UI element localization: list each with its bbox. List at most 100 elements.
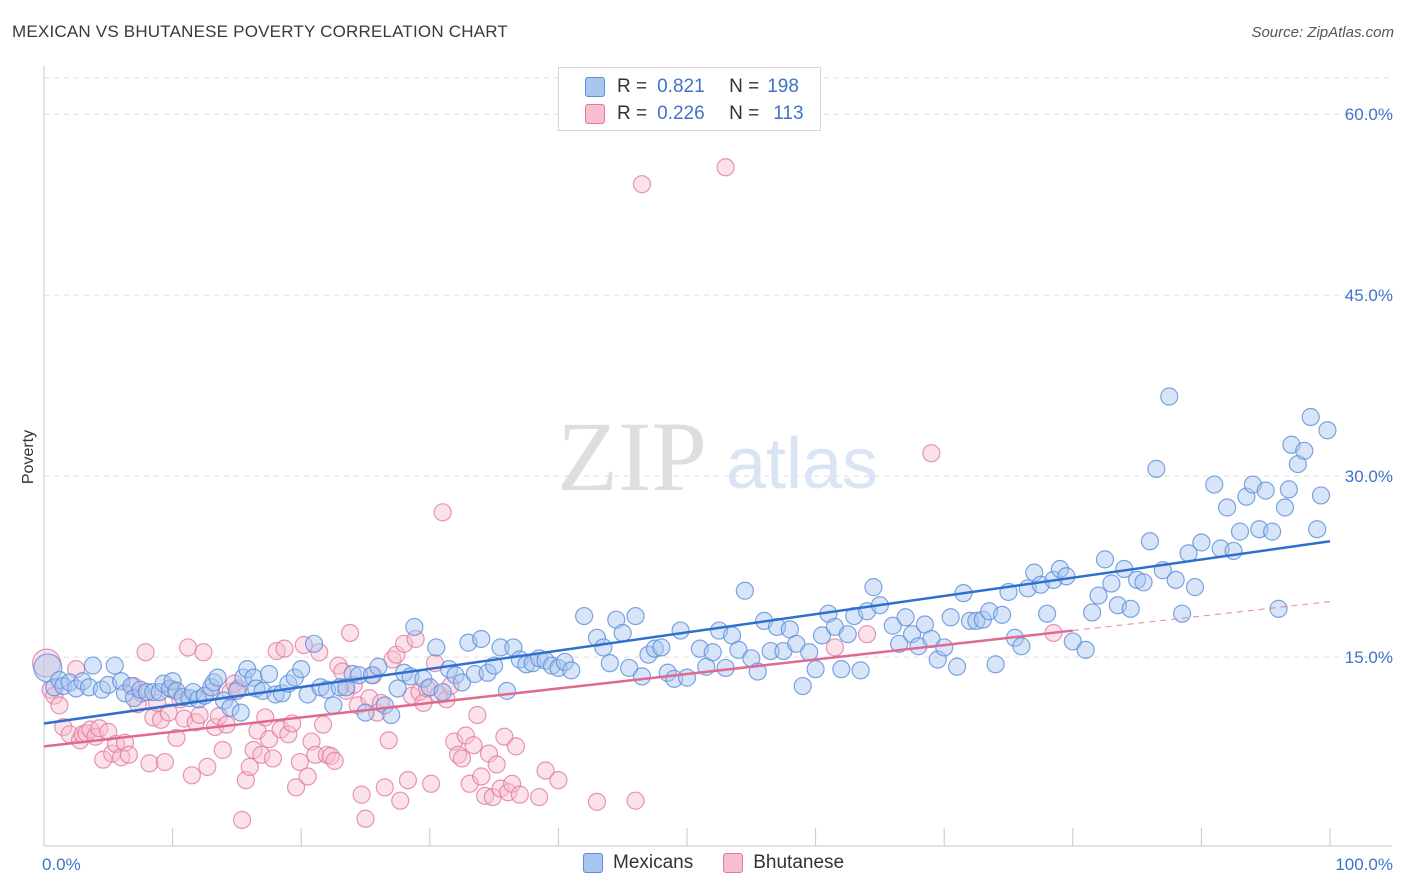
- legend-r-label: R =: [617, 103, 648, 124]
- point-bhutanese: [198, 757, 217, 776]
- point-bhutanese: [398, 771, 418, 790]
- point-mexicans: [221, 698, 240, 717]
- point-bhutanese: [182, 766, 201, 785]
- point-mexicans: [600, 654, 619, 673]
- point-mexicans: [812, 626, 832, 645]
- point-mexicans: [1263, 522, 1282, 541]
- point-mexicans: [1082, 603, 1102, 622]
- point-bhutanese: [159, 703, 178, 722]
- point-bhutanese: [252, 745, 271, 764]
- legend-r-label: R =: [617, 76, 648, 97]
- point-bhutanese: [259, 730, 279, 749]
- point-mexicans: [1301, 407, 1320, 427]
- point-mexicans: [388, 679, 407, 698]
- point-mexicans: [478, 663, 497, 682]
- point-mexicans: [427, 638, 446, 657]
- point-mexicans: [703, 643, 722, 662]
- point-mexicans: [671, 621, 690, 640]
- legend-swatch-pink: [585, 104, 605, 124]
- point-bhutanese: [495, 727, 514, 746]
- point-mexicans: [433, 682, 452, 702]
- point-bhutanese: [352, 785, 371, 804]
- legend-n-value: 113: [773, 103, 804, 124]
- series-legend-mexicans: Mexicans: [583, 852, 693, 874]
- point-mexicans: [941, 608, 960, 627]
- point-mexicans: [491, 638, 510, 657]
- point-mexicans: [960, 611, 980, 631]
- y-tick-label: 15.0%: [1345, 648, 1393, 667]
- point-bhutanese: [175, 709, 194, 728]
- point-bhutanese: [394, 634, 414, 653]
- legend-r-value: 0.226: [657, 103, 705, 124]
- point-bhutanese: [194, 643, 213, 662]
- point-bhutanese: [716, 158, 735, 177]
- point-mexicans: [202, 678, 221, 697]
- point-mexicans: [787, 634, 806, 653]
- point-mexicans: [452, 673, 472, 692]
- watermark: ZIP atlas: [557, 401, 878, 512]
- point-mexicans: [231, 703, 250, 722]
- point-bhutanese: [632, 175, 652, 194]
- series-swatch-blue: [583, 853, 603, 873]
- legend-row-mexicans: R = 0.821 N = 198: [585, 75, 799, 99]
- watermark-zip: ZIP: [557, 401, 707, 512]
- point-mexicans: [163, 672, 182, 691]
- point-mexicans: [1095, 550, 1115, 569]
- point-bhutanese: [456, 726, 475, 745]
- point-mexicans: [1166, 570, 1185, 589]
- point-mexicans: [208, 668, 227, 687]
- point-bhutanese: [290, 752, 310, 772]
- point-bhutanese: [167, 728, 186, 748]
- point-bhutanese: [313, 715, 333, 734]
- point-mexicans: [729, 640, 748, 659]
- point-mexicans: [838, 625, 857, 644]
- point-mexicans: [1140, 532, 1160, 551]
- point-mexicans: [1218, 498, 1237, 517]
- point-mexicans: [1050, 559, 1070, 579]
- point-bhutanese: [391, 791, 410, 810]
- point-bhutanese: [433, 503, 452, 522]
- point-mexicans: [735, 581, 754, 600]
- point-bhutanese: [151, 710, 171, 729]
- point-mexicans: [1037, 604, 1057, 623]
- point-mexicans: [1147, 459, 1166, 478]
- x-tick-label: 100.0%: [1335, 855, 1393, 874]
- legend-n-value: 198: [767, 76, 799, 97]
- point-mexicans: [105, 656, 124, 675]
- point-mexicans: [1160, 387, 1179, 406]
- chart-title: MEXICAN VS BHUTANESE POVERTY CORRELATION…: [12, 22, 508, 41]
- point-mexicans: [1063, 632, 1082, 651]
- point-bhutanese: [375, 778, 394, 797]
- point-bhutanese: [54, 717, 73, 737]
- point-mexicans: [472, 629, 491, 649]
- point-mexicans: [677, 668, 697, 687]
- point-mexicans: [173, 687, 192, 707]
- point-mexicans: [497, 681, 517, 700]
- tick-labels: 15.0% 30.0% 45.0% 60.0% 0.0% 100.0%: [42, 105, 1393, 874]
- point-bhutanese: [421, 774, 441, 793]
- trend-line-mexicans: [43, 540, 1331, 725]
- point-bhutanese: [472, 767, 491, 786]
- point-mexicans: [244, 668, 263, 687]
- point-mexicans: [1279, 480, 1298, 499]
- point-bhutanese: [464, 736, 483, 755]
- y-tick-label: 45.0%: [1345, 286, 1393, 305]
- point-mexicans: [405, 617, 424, 637]
- point-bhutanese: [587, 792, 607, 811]
- point-bhutanese: [506, 737, 526, 756]
- point-mexicans: [67, 679, 86, 698]
- point-bhutanese: [857, 625, 877, 644]
- point-mexicans: [115, 684, 135, 703]
- point-mexicans: [234, 668, 253, 687]
- series-label-bhutanese: Bhutanese: [753, 852, 845, 873]
- trend-lines: [43, 540, 1331, 748]
- point-mexicans: [832, 660, 851, 679]
- point-mexicans: [594, 638, 613, 657]
- point-bhutanese: [136, 643, 155, 662]
- point-mexicans: [1121, 599, 1140, 618]
- point-bhutanese: [190, 705, 209, 725]
- point-mexicans: [626, 606, 645, 626]
- point-mexicans: [1102, 574, 1121, 593]
- point-bhutanese: [50, 696, 69, 715]
